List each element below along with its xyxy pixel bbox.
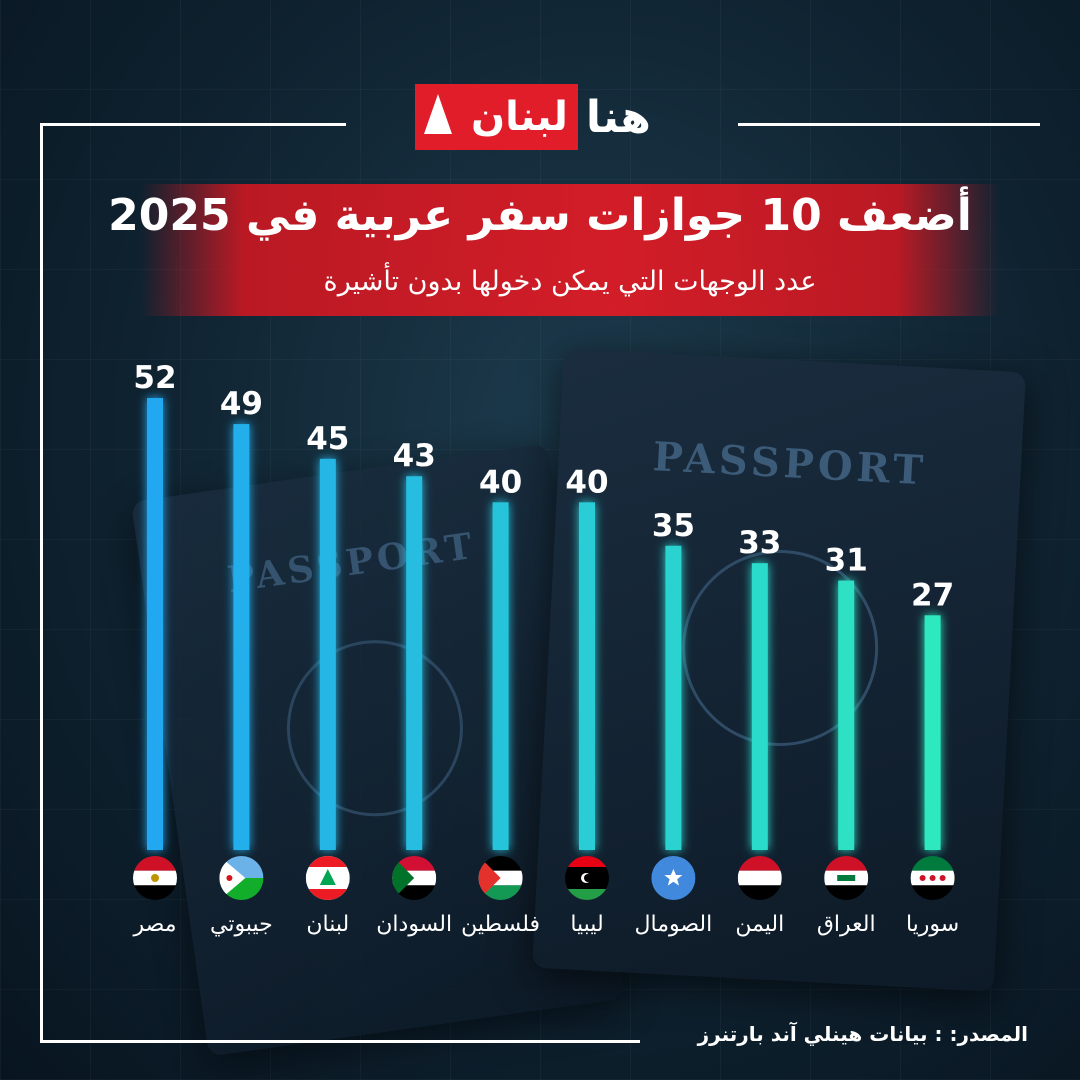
bar-3: [319, 458, 336, 850]
bar-4: [406, 476, 423, 850]
brand-name-white: هنا: [585, 91, 651, 143]
value-label-6: 40: [565, 464, 608, 500]
category-label-1: مصر: [133, 912, 177, 937]
category-label-2: جيبوتي: [210, 912, 273, 937]
bar-10: [924, 615, 941, 850]
djibouti-flag-icon: [219, 856, 264, 900]
bar-8: [751, 563, 768, 850]
category-label-6: ليبيا: [570, 912, 604, 937]
iraq-flag-icon: [824, 856, 869, 900]
bar-2: [233, 424, 250, 850]
bar-1: [147, 398, 163, 850]
brand-name-red: لبنان: [461, 84, 578, 150]
category-label-5: فلسطين: [461, 912, 541, 937]
syria-flag-icon: [910, 856, 955, 900]
bar-5: [492, 502, 509, 850]
frame-top-right-line: [738, 123, 1040, 126]
category-label-3: لبنان: [306, 912, 350, 937]
brand-logo: لبنان هنا: [415, 84, 670, 150]
yemen-flag-icon: [737, 856, 782, 900]
sudan-flag-icon: [392, 856, 437, 900]
category-label-7: الصومال: [634, 912, 713, 937]
frame-bottom-line: [40, 1040, 640, 1043]
category-label-10: سوريا: [905, 912, 960, 937]
category-label-9: العراق: [816, 912, 876, 937]
value-label-10: 27: [911, 577, 954, 613]
value-label-5: 40: [479, 464, 522, 500]
bar-9: [838, 580, 855, 850]
bar-6: [579, 502, 595, 850]
category-label-8: اليمن: [735, 912, 785, 937]
value-label-8: 33: [738, 525, 781, 561]
palestine-flag-icon: [478, 856, 523, 900]
value-label-4: 43: [393, 438, 436, 474]
lebanon-flag-icon: [305, 856, 350, 900]
chart-subtitle: عدد الوجهات التي يمكن دخولها بدون تأشيرة: [323, 266, 817, 297]
bar-7: [665, 545, 682, 850]
value-label-9: 31: [825, 543, 868, 579]
value-label-1: 52: [133, 360, 176, 396]
chart-title: أضعف 10 جوازات سفر عربية في 2025: [108, 190, 972, 241]
category-label-4: السودان: [376, 912, 453, 937]
egypt-flag-icon: [133, 856, 177, 900]
frame-top-left-line: [40, 123, 346, 126]
value-label-2: 49: [220, 386, 263, 422]
frame-left-line: [40, 123, 43, 1043]
title-band: [140, 184, 1000, 316]
value-label-7: 35: [652, 508, 695, 544]
somalia-flag-icon: [651, 856, 696, 900]
cedar-icon: [415, 84, 461, 150]
value-label-3: 45: [306, 421, 349, 457]
source-note: المصدر: : بيانات هينلي آند بارتنرز: [697, 1022, 1028, 1046]
libya-flag-icon: [565, 856, 609, 900]
